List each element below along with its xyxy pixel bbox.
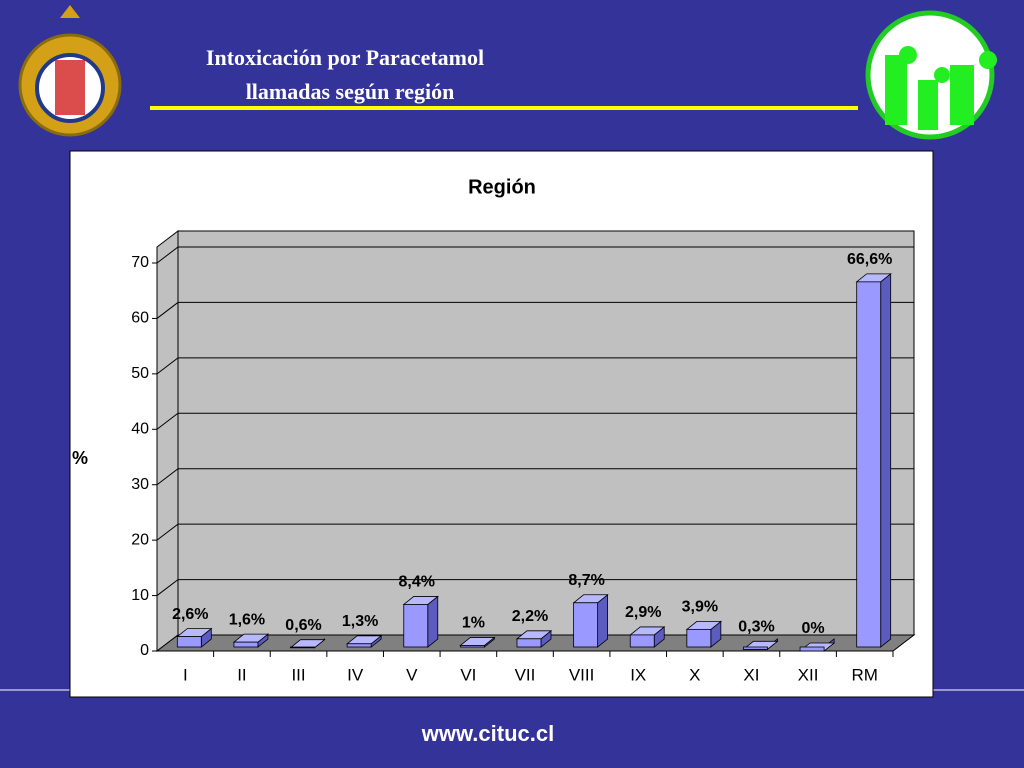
data-label: 2,2%: [512, 608, 548, 625]
bar-side: [880, 273, 892, 648]
grid-line: [156, 579, 914, 596]
footer-url: www.cituc.cl: [421, 721, 554, 746]
data-label: 0,3%: [738, 619, 774, 636]
y-tick-label: 10: [131, 587, 149, 604]
data-label: 66,6%: [847, 251, 892, 268]
y-tick-label: 60: [131, 310, 149, 327]
y-tick-label: 50: [131, 365, 149, 382]
y-tick-label: 0: [140, 642, 149, 659]
bar: [459, 645, 485, 648]
x-tick-label: VIII: [569, 665, 595, 684]
data-label: 1,3%: [342, 613, 378, 630]
grid-line: [156, 246, 914, 264]
y-tick-label: 40: [131, 421, 149, 438]
bar: [233, 641, 259, 648]
grid-line: [156, 357, 914, 375]
cituc-logo: [865, 10, 997, 140]
x-tick-label: II: [237, 665, 246, 684]
bar: [346, 643, 372, 648]
data-label: 1,6%: [229, 611, 265, 628]
grid-line: [156, 412, 914, 430]
y-tick-label: 70: [131, 254, 149, 271]
x-tick-label: V: [406, 665, 418, 684]
bar: [573, 602, 599, 648]
grid-line: [156, 523, 914, 541]
university-logo: [18, 5, 122, 137]
bar: [290, 646, 315, 649]
y-tick-label: 20: [131, 531, 149, 548]
x-tick-label: X: [689, 665, 700, 684]
data-label: 2,6%: [172, 606, 208, 623]
y-tick-label: 30: [131, 476, 149, 493]
bar: [516, 638, 542, 648]
data-label: 1%: [462, 615, 485, 632]
x-tick-label: VII: [515, 665, 536, 684]
data-label: 2,9%: [625, 604, 661, 621]
bar: [686, 628, 712, 648]
x-tick-label: VI: [460, 665, 476, 684]
grid-line: [156, 301, 914, 319]
chart-title: Región: [468, 176, 536, 198]
x-tick-label: III: [291, 665, 305, 684]
data-label: 0,6%: [285, 617, 321, 634]
data-label: 8,4%: [399, 574, 435, 591]
x-tick-label: XII: [798, 665, 819, 684]
bar: [176, 636, 202, 648]
x-tick-label: I: [183, 665, 188, 684]
slide-subtitle: llamadas según región: [246, 79, 455, 104]
x-tick-label: RM: [851, 665, 877, 684]
data-label: 8,7%: [568, 572, 604, 589]
bar: [743, 646, 768, 650]
bar: [856, 281, 882, 648]
bar: [799, 646, 825, 652]
bar-side: [597, 593, 609, 648]
bar: [403, 604, 429, 648]
y-axis-label: %: [72, 448, 88, 468]
x-tick-label: XI: [743, 665, 759, 684]
bar: [629, 634, 655, 648]
data-label: 3,9%: [682, 599, 718, 616]
slide-title: Intoxicación por Paracetamol: [206, 45, 484, 70]
back-wall: [177, 230, 915, 636]
grid-line: [156, 468, 914, 486]
x-tick-label: IV: [347, 665, 364, 684]
x-tick-label: IX: [630, 665, 646, 684]
data-label: 0%: [802, 620, 825, 637]
bar-side: [427, 595, 439, 648]
